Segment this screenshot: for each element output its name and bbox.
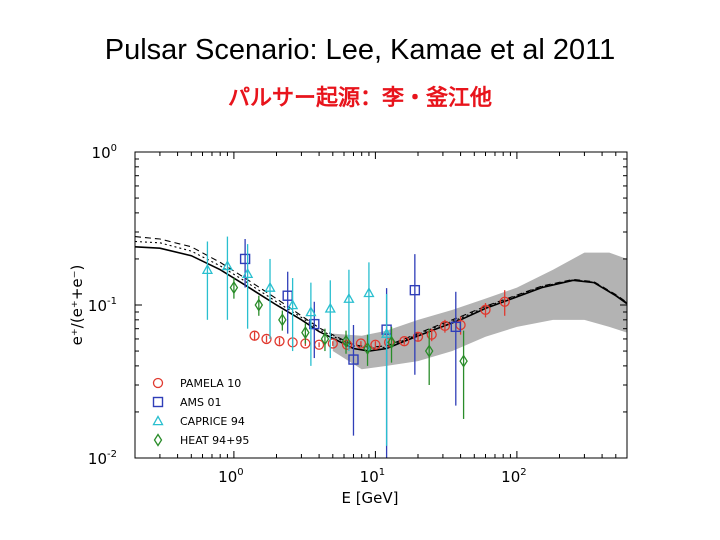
pamela-10-point (439, 320, 451, 332)
legend-label-heat-94-95: HEAT 94+95 (180, 434, 249, 447)
legend-item-pamela-10: PAMELA 10 (152, 377, 241, 390)
caprice-94-point (324, 302, 336, 313)
y-tick-label: 100 (92, 143, 117, 162)
heat-94-95-point (459, 354, 468, 368)
heat-94-95-point (254, 298, 264, 312)
y-axis-label: e⁺/(e⁺+e⁻) (68, 265, 86, 346)
pamela-10-point (355, 338, 367, 349)
pamela-10-point (426, 329, 437, 340)
legend-item-heat-94-95: HEAT 94+95 (153, 433, 249, 447)
legend-label-ams-01: AMS 01 (180, 396, 222, 409)
ams-01-point (309, 318, 320, 330)
heat-94-95-point (424, 344, 434, 358)
model-curves-layer (134, 236, 628, 352)
axes-layer: 100 101 102 100 10-1 10-2 (88, 143, 628, 486)
caprice-94-point (343, 292, 355, 303)
heat-94-95-point (320, 332, 330, 346)
legend-marker-heat-94-95 (153, 433, 163, 447)
legend-label-pamela-10: PAMELA 10 (180, 377, 241, 390)
ams-01-point (348, 354, 359, 365)
x-tick-label: 101 (360, 467, 385, 486)
legend-marker-ams-01 (152, 396, 164, 408)
pamela-10-point (274, 336, 285, 347)
pamela-10-point (341, 339, 353, 350)
heat-94-95-point (229, 280, 239, 295)
pamela-10-point (370, 339, 381, 350)
heat-94-95-point (387, 335, 396, 350)
pamela-10-point (327, 338, 338, 349)
slide-subtitle: パルサー起源：李・釜江他 (227, 86, 492, 111)
data-points-layer (201, 236, 510, 458)
heat-94-95-point (278, 313, 287, 327)
ams-01-point (409, 284, 421, 296)
caprice-94-point (221, 260, 234, 271)
legend-item-caprice-94: CAPRICE 94 (152, 415, 245, 428)
caprice-94-point (201, 263, 214, 274)
caprice-94-point (363, 287, 375, 298)
heat-94-95-point (363, 341, 372, 356)
ams-01-point (450, 321, 461, 333)
pamela-10-point (261, 333, 272, 345)
pamela-10-point (499, 296, 510, 307)
caprice-94-point (242, 267, 254, 279)
legend-marker-caprice-94 (152, 415, 164, 426)
model-curve-solid (134, 246, 628, 352)
caprice-94-point (380, 327, 393, 338)
pamela-10-point (399, 336, 410, 347)
pamela-10-point (412, 331, 424, 342)
pamela-10-point (249, 330, 260, 341)
model-curve-dotted (134, 240, 628, 350)
heat-94-95-point (341, 334, 351, 348)
legend-item-ams-01: AMS 01 (152, 396, 222, 409)
slide-title: Pulsar Scenario: Lee, Kamae et al 2011 (104, 34, 616, 66)
y-tick-label: 10-1 (88, 296, 117, 315)
legend-label-caprice-94: CAPRICE 94 (180, 415, 245, 428)
y-tick-label: 10-2 (88, 449, 117, 468)
ams-01-point (239, 253, 251, 265)
x-tick-label: 102 (501, 467, 526, 486)
x-axis-label: E [GeV] (341, 489, 398, 507)
pamela-10-point (480, 304, 491, 315)
legend-marker-pamela-10 (152, 377, 164, 389)
legend: PAMELA 10 AMS 01 CAPRICE 94 HEAT 94+95 (152, 377, 249, 447)
caprice-94-point (287, 299, 299, 310)
caprice-94-point (264, 281, 276, 292)
heat-94-95-point (301, 325, 310, 340)
caprice-94-point (305, 306, 317, 317)
x-tick-label: 100 (218, 467, 243, 486)
